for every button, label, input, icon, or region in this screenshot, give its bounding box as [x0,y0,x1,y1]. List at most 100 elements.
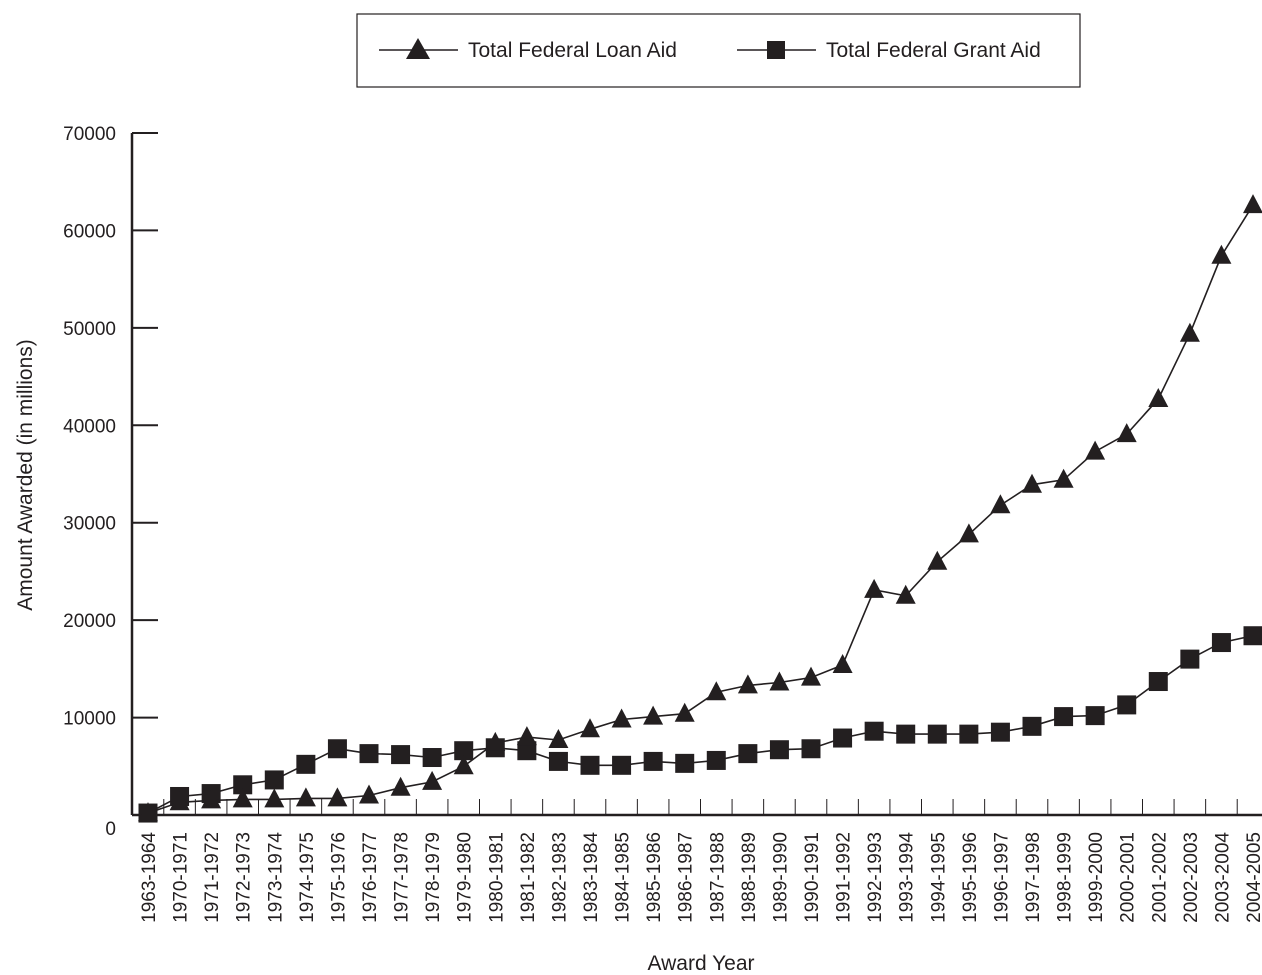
grant-point [801,739,821,759]
grant-point [706,750,726,770]
x-tick-label: 1998-1999 [1055,832,1076,923]
x-tick-label: 1973-1974 [265,832,286,923]
x-tick-label: 1990-1991 [802,832,823,923]
grant-point [990,722,1010,742]
y-tick-label: 30000 [63,514,116,535]
legend-label-grant: Total Federal Grant Aid [826,39,1041,62]
loan-point [832,654,853,673]
x-tick-label: 1984-1985 [613,832,634,923]
x-tick-label: 1975-1976 [328,832,349,923]
loan-point [580,718,600,738]
x-tick-label: 1987-1988 [707,832,728,923]
grant-point [1085,706,1105,726]
loan-point [769,671,790,691]
x-tick-label: 1999-2000 [1086,832,1107,923]
loan-point [706,681,727,701]
grant-point [422,748,442,768]
loan-point [801,666,821,686]
x-tick-label: 1979-1980 [455,832,476,923]
grant-point [391,745,411,765]
grant-point [738,744,758,764]
x-tick-label: 1985-1986 [644,832,665,923]
y-tick-label: 60000 [63,221,116,242]
y-tick-label: 20000 [63,611,116,632]
grant-point [612,755,632,775]
loan-point [516,726,537,746]
y-axis: 0 10000 20000 30000 40000 50000 60000 70000 [63,124,158,840]
x-tick-label: 1981-1982 [518,832,539,923]
x-tick-label: 1971-1972 [202,832,223,923]
y-tick-label: 0 [105,819,116,840]
x-tick-label: 1978-1979 [423,832,444,923]
x-tick-label: 1970-1971 [171,832,192,923]
series-loan [138,194,1262,822]
x-axis-title: Award Year [647,952,754,975]
loan-point [611,708,632,728]
loan-point [453,755,474,775]
loan-point [327,787,348,807]
loan-point [390,776,411,796]
x-tick-label: 1996-1997 [991,832,1012,923]
loan-point [927,550,948,570]
legend-label-loan: Total Federal Loan Aid [468,39,677,62]
x-tick-label: 1993-1994 [897,832,918,923]
loan-point [895,584,916,604]
x-tick-label: 1982-1983 [549,832,570,923]
grant-point [864,721,884,741]
loan-point [674,702,695,722]
grant-point [1243,626,1262,646]
grant-point [1211,633,1231,653]
y-tick-label: 50000 [63,319,116,340]
x-tick-label: 1976-1977 [360,832,381,923]
loan-point [1022,473,1042,493]
grant-point [769,740,789,760]
loan-point [1211,244,1232,264]
loan-point [1116,423,1137,443]
x-tick-label: 1963-1964 [139,832,160,923]
grant-point [454,741,474,761]
x-tick-label: 2001-2002 [1149,832,1170,923]
grant-point [1022,716,1042,736]
x-tick-label: 1988-1989 [739,832,760,923]
loan-point [169,791,190,811]
x-tick-label: 1997-1998 [1023,832,1044,923]
grant-point [643,751,663,771]
series-layer [138,194,1262,823]
grant-point [1148,672,1168,692]
loan-point [1243,194,1262,214]
x-tick-label: 2000-2001 [1118,832,1139,923]
loan-point [359,784,379,804]
loan-point [1148,388,1169,407]
grant-point [548,751,568,771]
legend: Total Federal Loan Aid Total Federal Gra… [356,13,1081,88]
x-axis: 1963-1964 1970-1971 1971-1972 1972-1973 1973… [131,799,1262,923]
x-tick-label: 1980-1981 [486,832,507,923]
x-tick-label: 2002-2003 [1181,832,1202,923]
x-tick-label: 2003-2004 [1212,832,1233,923]
loan-point [1053,468,1074,488]
x-tick-label: 1994-1995 [928,832,949,923]
x-tick-label: 1986-1987 [676,832,697,923]
grant-point [833,728,853,748]
grant-point [927,724,947,744]
grant-point [517,741,537,761]
loan-point [295,787,316,807]
series-grant [138,626,1262,823]
loan-point [201,789,222,809]
x-tick-label: 1995-1996 [960,832,981,923]
loan-point [232,788,253,808]
loan-point [643,705,664,725]
loan-point [264,788,285,808]
y-axis-title: Amount Awarded (in millions) [14,339,37,611]
grant-point [1180,649,1200,669]
grant-point [959,724,979,744]
grant-point [359,744,379,764]
x-tick-label: 1977-1978 [392,832,413,923]
grant-point [896,724,916,744]
grant-point [1117,695,1137,715]
x-tick-label: 1991-1992 [834,832,855,923]
loan-point [737,674,758,694]
loan-point [138,802,158,822]
x-tick-label: 1992-1993 [865,832,886,923]
